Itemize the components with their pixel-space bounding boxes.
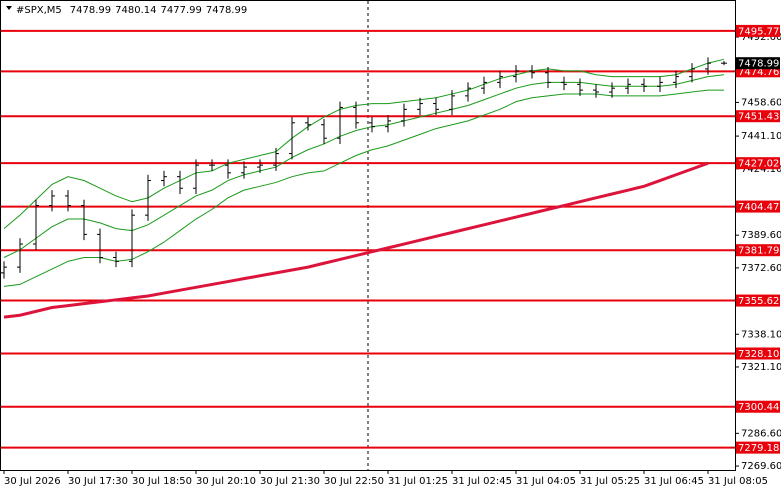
- level-tag: [736, 294, 780, 307]
- header-close: 7478.99: [206, 5, 247, 16]
- indicator-line: [3, 161, 709, 319]
- symbol: #SPX,M5: [16, 5, 62, 16]
- header-open: 7478.99: [70, 5, 111, 16]
- x-tick-label: 31 Jul 02:45: [452, 476, 512, 487]
- y-tick-label: 7389.60: [741, 230, 781, 241]
- y-tick-label: 7441.10: [741, 131, 781, 142]
- x-tick-label: 30 Jul 17:30: [68, 476, 128, 487]
- price-label: 7478.99: [738, 59, 779, 70]
- indicator-line: [3, 74, 725, 258]
- header: #SPX,M5 7478.99 7480.14 7477.99 7478.99: [16, 5, 247, 16]
- x-tick-label: 31 Jul 04:05: [516, 476, 576, 487]
- x-tick-label: 31 Jul 01:25: [388, 476, 448, 487]
- level-label: 7404.47: [738, 202, 779, 213]
- level-label: 7381.79: [738, 246, 779, 257]
- y-tick-label: 7372.60: [741, 263, 781, 274]
- x-tick-label: 31 Jul 08:05: [708, 476, 768, 487]
- x-tick-label: 31 Jul 06:45: [644, 476, 704, 487]
- level-label: 7328.10: [738, 349, 779, 360]
- header-low: 7477.99: [161, 5, 202, 16]
- layer: 7492.60 7458.60 7441.10 7424.10 7389.60 7372.…: [1, 24, 781, 487]
- level-tag: [736, 400, 780, 413]
- y-tick-label: 7458.60: [741, 97, 781, 108]
- level-label: 7495.77: [738, 26, 779, 37]
- level-tag: [736, 200, 780, 213]
- x-tick-label: 31 Jul 05:25: [580, 476, 640, 487]
- x-tick-label: 30 Jul 2026: [4, 476, 61, 487]
- x-tick-label: 30 Jul 21:30: [260, 476, 320, 487]
- level-label: 7474.76: [738, 67, 779, 78]
- level-label: 7300.44: [738, 402, 779, 413]
- y-tick-label: 7321.10: [741, 362, 781, 373]
- level-tag: [736, 347, 780, 360]
- level-tag: [736, 441, 780, 454]
- y-tick-label: 7269.60: [741, 461, 781, 472]
- y-tick-label: 7286.60: [741, 428, 781, 439]
- level-label: 7427.02: [738, 159, 779, 170]
- x-tick-label: 30 Jul 22:50: [324, 476, 384, 487]
- header-high: 7480.14: [115, 5, 156, 16]
- level-label: 7451.43: [738, 112, 779, 123]
- y-tick-label: 7424.10: [741, 164, 781, 175]
- level-label: 7355.62: [738, 296, 779, 307]
- x-tick-label: 30 Jul 18:50: [132, 476, 192, 487]
- level-tag: [736, 157, 780, 170]
- header-arrow: [6, 6, 12, 10]
- indicator-line: [3, 58, 725, 230]
- x-tick-label: 30 Jul 20:10: [196, 476, 256, 487]
- y-tick-label: 7492.60: [741, 32, 781, 43]
- level-tag: [736, 24, 780, 37]
- level-label: 7279.18: [738, 443, 779, 454]
- level-tag: [736, 244, 780, 257]
- indicator-line: [3, 89, 724, 287]
- level-tag: [736, 110, 780, 123]
- y-tick-label: 7338.10: [741, 329, 781, 340]
- price-tag: [736, 57, 780, 70]
